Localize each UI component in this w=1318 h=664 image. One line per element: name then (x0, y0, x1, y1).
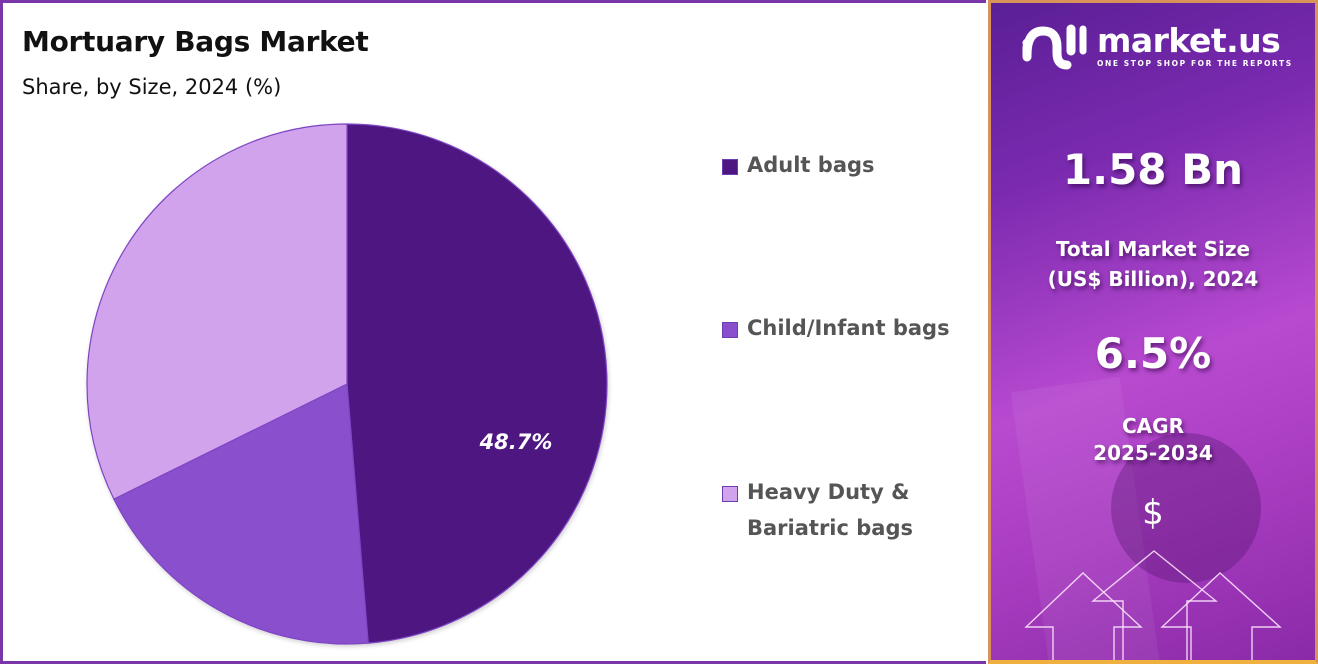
growth-arrows-icon (1024, 550, 1282, 660)
pie-slice-heavy-duty (86, 123, 348, 500)
pie-slice-child-infant (113, 383, 369, 645)
cagr-label-2: 2025-2034 (1093, 441, 1213, 465)
legend-swatch-heavy-duty (722, 486, 738, 502)
chart-subtitle: Share, by Size, 2024 (%) (22, 75, 282, 99)
slice-label-adult: 48.7% (479, 430, 553, 454)
brand-logo: market.us ONE STOP SHOP FOR THE REPORTS (1021, 21, 1293, 71)
chart-title: Mortuary Bags Market (22, 25, 369, 58)
cagr-value: 6.5% (1094, 329, 1212, 378)
brand-name: market.us (1097, 21, 1281, 60)
legend-swatch-child (722, 322, 738, 338)
market-size-value: 1.58 Bn (1062, 145, 1244, 194)
background-decoration (1111, 433, 1261, 583)
legend-label: Heavy Duty & Bariatric bags (747, 480, 913, 540)
market-size-label-1: Total Market Size (1055, 237, 1251, 261)
legend-item-adult-bags: Adult bags (722, 153, 987, 183)
legend-item-heavy-duty-bags: Heavy Duty & Bariatric bags (722, 480, 987, 546)
market-size-label-2: (US$ Billion), 2024 (1047, 267, 1259, 291)
legend-label: Child/Infant bags (747, 316, 950, 340)
dollar-icon: $ (1142, 493, 1164, 533)
pie-chart: 48.7% (86, 123, 608, 645)
legend-label: Adult bags (747, 153, 875, 177)
summary-sidebar: market.us ONE STOP SHOP FOR THE REPORTS … (988, 0, 1318, 664)
cagr-label-1: CAGR (1122, 414, 1184, 438)
legend-item-child-infant-bags: Child/Infant bags (722, 316, 987, 346)
market-us-logo-icon (1022, 24, 1087, 70)
pie-slice-adult (346, 123, 608, 644)
brand-tagline: ONE STOP SHOP FOR THE REPORTS (1097, 59, 1293, 68)
legend-swatch-adult (722, 159, 738, 175)
